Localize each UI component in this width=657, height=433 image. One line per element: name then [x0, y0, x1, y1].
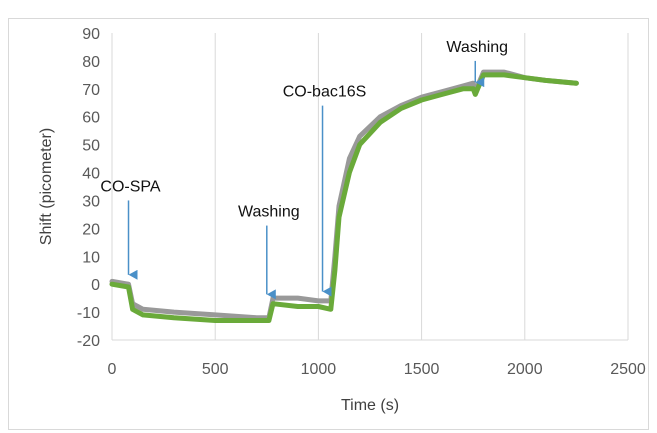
y-tick-label: 20	[82, 221, 100, 238]
x-tick-label: 2000	[507, 361, 543, 378]
y-tick-label: 30	[82, 193, 100, 210]
y-tick-label: -10	[77, 305, 100, 322]
y-axis-title: Shift (picometer)	[38, 128, 55, 245]
x-axis-title: Time (s)	[341, 397, 399, 414]
y-tick-label: 70	[82, 82, 100, 99]
annotations: CO-SPA Washing CO-bac16S Washing	[100, 39, 508, 300]
x-tick-label: 0	[108, 361, 117, 378]
chart-frame	[8, 18, 649, 430]
series-line-2	[109, 72, 579, 323]
annotation-label: CO-bac16S	[283, 84, 367, 101]
y-tick-label: 10	[82, 249, 100, 266]
y-tick-label: 0	[91, 277, 100, 294]
annotation-label: Washing	[446, 39, 508, 56]
y-tick-label: 60	[82, 110, 100, 127]
y-tick-label: -20	[77, 333, 100, 350]
annotation-label: CO-SPA	[100, 178, 160, 195]
y-tick-label: 40	[82, 166, 100, 183]
y-tick-label: 80	[82, 54, 100, 71]
x-tick-label: 2500	[610, 361, 646, 378]
series-lines	[109, 69, 579, 323]
x-tick-label: 500	[202, 361, 229, 378]
y-tick-label: 50	[82, 138, 100, 155]
axes: -20 -10 0 10 20 30 40 50 60 70 80 90 0 500 1000 1500 200…	[77, 26, 646, 378]
annotation-label: Washing	[238, 204, 300, 221]
y-tick-label: 90	[82, 26, 100, 43]
x-tick-label: 1000	[301, 361, 337, 378]
x-tick-label: 1500	[404, 361, 440, 378]
